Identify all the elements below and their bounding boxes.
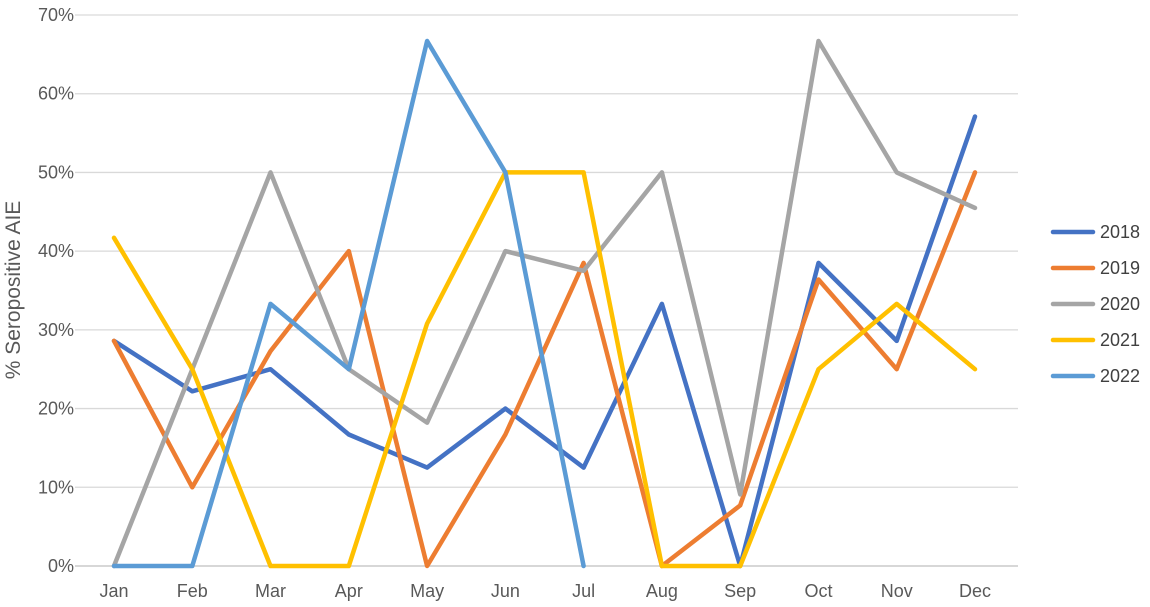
y-tick-label: 60% bbox=[38, 84, 74, 104]
series-lines bbox=[111, 38, 978, 569]
x-tick-label: Sep bbox=[724, 581, 756, 601]
y-tick-label: 20% bbox=[38, 399, 74, 419]
x-tick-label: May bbox=[410, 581, 444, 601]
series-line-2021 bbox=[111, 170, 978, 569]
x-tick-label: Aug bbox=[646, 581, 678, 601]
series-line-2019 bbox=[111, 170, 978, 569]
x-tick-label: Apr bbox=[335, 581, 363, 601]
y-tick-label: 50% bbox=[38, 162, 74, 182]
legend-label-2022: 2022 bbox=[1100, 366, 1140, 386]
x-tick-label: Nov bbox=[881, 581, 913, 601]
y-tick-label: 40% bbox=[38, 241, 74, 261]
legend-label-2020: 2020 bbox=[1100, 294, 1140, 314]
x-tick-label: Feb bbox=[177, 581, 208, 601]
x-tick-label: Dec bbox=[959, 581, 991, 601]
x-tick-label: Jul bbox=[572, 581, 595, 601]
legend-label-2021: 2021 bbox=[1100, 330, 1140, 350]
y-axis-title: % Seropositive AIE bbox=[2, 201, 25, 380]
x-tick-label: Jan bbox=[99, 581, 128, 601]
y-axis-ticks: 0% 10% 20% 30% 40% 50% 60% 70% bbox=[38, 5, 74, 576]
y-tick-label: 0% bbox=[48, 556, 74, 576]
series-line-2022 bbox=[111, 38, 586, 569]
legend: 2018 2019 2020 2021 2022 bbox=[1050, 222, 1140, 386]
y-tick-label: 10% bbox=[38, 477, 74, 497]
x-tick-label: Jun bbox=[491, 581, 520, 601]
y-tick-label: 30% bbox=[38, 320, 74, 340]
legend-label-2018: 2018 bbox=[1100, 222, 1140, 242]
y-tick-label: 70% bbox=[38, 5, 74, 25]
x-tick-label: Mar bbox=[255, 581, 286, 601]
legend-label-2019: 2019 bbox=[1100, 258, 1140, 278]
x-axis-ticks: Jan Feb Mar Apr May Jun Jul Aug Sep Oct Nov Dec bbox=[99, 581, 991, 601]
x-tick-label: Oct bbox=[804, 581, 832, 601]
series-line-2020 bbox=[111, 38, 978, 569]
